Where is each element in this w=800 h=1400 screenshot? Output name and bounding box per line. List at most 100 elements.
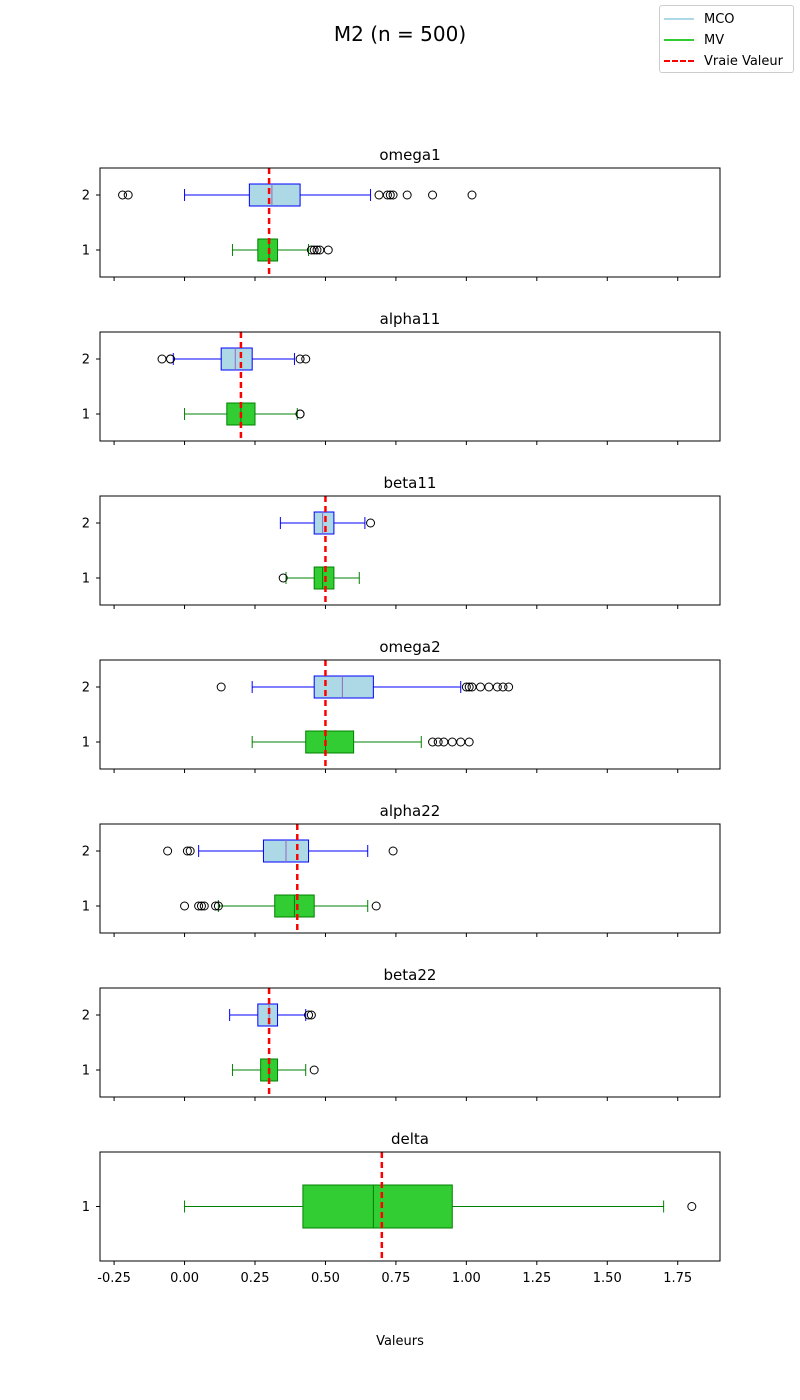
box-body <box>302 1184 453 1229</box>
box-body <box>313 511 335 535</box>
box-body <box>220 347 253 371</box>
panel-frame <box>99 659 721 770</box>
panel-title: omega2 <box>379 638 440 656</box>
box-mv-1 <box>184 1184 697 1229</box>
panel-frame <box>99 823 721 934</box>
x-tick-label: -0.25 <box>97 1271 131 1286</box>
y-tick-label: 1 <box>82 408 90 423</box>
legend-swatch-true-value <box>664 60 694 62</box>
outlier-point <box>312 245 322 255</box>
outlier-point <box>304 1010 314 1020</box>
x-tick-label: 1.00 <box>452 1271 481 1286</box>
x-tick-label: 1.25 <box>522 1271 551 1286</box>
box-body <box>248 183 301 207</box>
x-tick-label: 1.50 <box>593 1271 622 1286</box>
outlier-point <box>118 190 128 200</box>
box-mco-2 <box>118 183 477 207</box>
y-tick-label: 1 <box>82 736 90 751</box>
outlier-point <box>475 682 485 692</box>
panel-frame <box>99 167 721 278</box>
outlier-point <box>196 901 206 911</box>
panel-title: beta22 <box>384 966 437 984</box>
panel-frame <box>99 495 721 606</box>
outlier-point <box>464 737 474 747</box>
outlier-point <box>163 846 173 856</box>
outlier-point <box>498 682 508 692</box>
box-body <box>257 238 279 262</box>
y-tick-label: 2 <box>82 353 90 368</box>
panel-title: alpha22 <box>380 802 441 820</box>
outlier-point <box>213 901 223 911</box>
box-mv-1 <box>184 402 305 426</box>
y-tick-label: 2 <box>82 517 90 532</box>
outlier-point <box>211 901 221 911</box>
outlier-point <box>428 737 438 747</box>
box-body <box>313 566 335 590</box>
outlier-point <box>185 846 195 856</box>
outlier-point <box>216 682 226 692</box>
box-body <box>257 1003 279 1027</box>
panel-alpha11: alpha11 2 1 <box>82 310 721 445</box>
outlier-point <box>306 1010 316 1020</box>
outlier-point <box>464 682 474 692</box>
panel-alpha22: alpha22 2 1 <box>82 802 721 937</box>
figure-title: M2 (n = 500) <box>333 22 467 46</box>
y-tick-label: 2 <box>82 1009 90 1024</box>
box-mco-2 <box>279 511 376 535</box>
legend-item-mco: MCO <box>664 10 735 28</box>
panel-title: alpha11 <box>380 310 441 328</box>
outlier-point <box>123 190 133 200</box>
panel-delta: delta 1 -0.25 0.00 0.25 0.50 0.75 1.00 1.25 1.50 1… <box>82 1130 721 1286</box>
y-tick-label: 2 <box>82 681 90 696</box>
outlier-point <box>382 190 392 200</box>
box-mco-2 <box>163 839 398 863</box>
outlier-point <box>309 245 319 255</box>
legend-swatch-mco <box>664 18 694 20</box>
box-mv-1 <box>278 566 360 590</box>
outlier-point <box>467 190 477 200</box>
outlier-point <box>447 737 457 747</box>
outlier-point <box>687 1202 697 1211</box>
panel-title: delta <box>391 1130 429 1148</box>
y-tick-label: 1 <box>82 244 90 259</box>
y-tick-label: 2 <box>82 845 90 860</box>
outlier-point <box>295 409 305 419</box>
outlier-point <box>428 190 438 200</box>
box-body <box>305 730 355 754</box>
legend-label-mv: MV <box>704 32 725 48</box>
outlier-point <box>323 245 333 255</box>
y-tick-label: 2 <box>82 189 90 204</box>
x-tick-label: 0.25 <box>241 1271 270 1286</box>
outlier-point <box>295 354 305 364</box>
outlier-point <box>199 901 209 911</box>
outlier-point <box>388 190 398 200</box>
y-tick-label: 1 <box>82 1064 90 1079</box>
box-mco-2 <box>157 347 311 371</box>
box-body <box>313 675 374 699</box>
box-mco-2 <box>216 675 514 699</box>
legend-label-mco: MCO <box>704 11 735 27</box>
legend-item-true-value: Vraie Valeur <box>664 52 783 70</box>
outlier-point <box>433 737 443 747</box>
outlier-point <box>157 354 167 364</box>
legend: MCO MV Vraie Valeur <box>659 5 794 73</box>
outlier-point <box>301 354 311 364</box>
outlier-point <box>194 901 204 911</box>
panel-beta22: beta22 2 1 <box>82 966 721 1101</box>
outlier-point <box>309 1065 319 1075</box>
box-mv-1 <box>231 238 333 262</box>
outlier-point <box>456 737 466 747</box>
outlier-point <box>461 682 471 692</box>
legend-item-mv: MV <box>664 31 724 49</box>
panel-beta11: beta11 2 1 <box>82 474 721 609</box>
y-tick-label: 1 <box>82 572 90 587</box>
panel-omega1: omega1 2 1 <box>82 146 721 281</box>
outlier-point <box>402 190 412 200</box>
outlier-point <box>180 901 190 911</box>
outlier-point <box>371 901 381 911</box>
x-tick-label: 0.50 <box>311 1271 340 1286</box>
outlier-point <box>278 573 288 583</box>
panel-title: omega1 <box>379 146 440 164</box>
panel-omega2: omega2 2 1 <box>82 638 721 773</box>
